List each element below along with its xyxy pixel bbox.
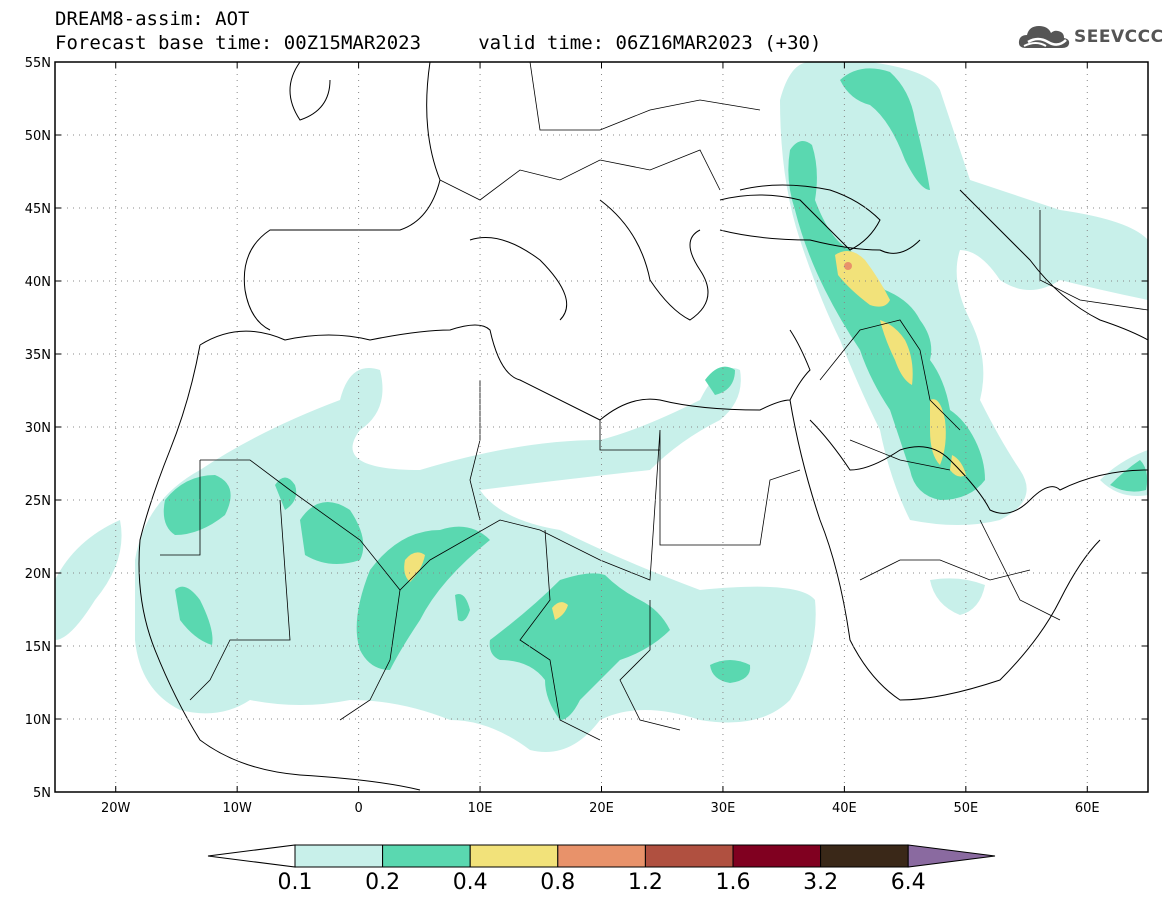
cloud-icon	[1018, 26, 1070, 48]
lat-tick-label: 35N	[25, 348, 51, 363]
logo-text: SEEVCCC	[1074, 27, 1164, 47]
lon-tick-label: 40E	[832, 801, 857, 816]
colorbar-segment	[820, 844, 909, 868]
map-title: DREAM8-assim: AOT	[55, 8, 250, 30]
lat-tick-label: 30N	[25, 421, 51, 436]
latitude-axis: 55N 50N 45N 40N 35N 30N 25N 20N 15N 10N 5N	[25, 56, 1148, 801]
colorbar-segment	[382, 844, 471, 868]
colorbar-segment	[294, 844, 384, 868]
lon-tick-label: 50E	[953, 801, 978, 816]
lon-tick-label: 60E	[1075, 801, 1100, 816]
map-field	[55, 62, 1148, 791]
colorbar-segment	[469, 844, 559, 868]
longitude-axis: 20W 10W 0 10E 20E 30E 40E 50E 60E	[101, 62, 1100, 816]
lat-tick-label: 5N	[33, 786, 51, 801]
colorbar-segment	[732, 844, 822, 868]
colorbar-label: 0.8	[540, 870, 576, 895]
lat-tick-label: 50N	[25, 129, 51, 144]
lat-tick-label: 15N	[25, 640, 51, 655]
lon-tick-label: 10E	[468, 801, 493, 816]
lon-tick-label: 30E	[711, 801, 736, 816]
lon-tick-label: 20E	[589, 801, 614, 816]
colorbar-label: 1.2	[627, 870, 663, 895]
lat-tick-label: 40N	[25, 275, 51, 290]
map-gridlines	[55, 62, 1148, 792]
forecast-time-info: Forecast base time: 00Z15MAR2023 valid t…	[55, 32, 822, 54]
colorbar-segment	[557, 844, 646, 868]
colorbar-label: 0.4	[452, 870, 488, 895]
colorbar-left-arrow	[207, 844, 296, 868]
lat-tick-label: 55N	[25, 56, 51, 71]
seevccc-logo: SEEVCCC	[1018, 22, 1164, 52]
coastlines	[138, 62, 1148, 791]
lat-tick-label: 20N	[25, 567, 51, 582]
lat-tick-label: 10N	[25, 713, 51, 728]
aot-0.8-layer	[844, 262, 852, 270]
colorbar-segment	[644, 844, 734, 868]
lon-tick-label: 10W	[222, 801, 252, 816]
colorbar-label: 1.6	[715, 870, 751, 895]
colorbar-right-arrow	[907, 844, 996, 868]
lon-tick-label: 20W	[101, 801, 131, 816]
lat-tick-label: 25N	[25, 494, 51, 509]
colorbar-label: 0.1	[277, 870, 313, 895]
colorbar	[207, 844, 996, 868]
lon-tick-label: 0	[354, 801, 362, 816]
lat-tick-label: 45N	[25, 202, 51, 217]
colorbar-label: 0.2	[365, 870, 401, 895]
colorbar-label: 6.4	[890, 870, 926, 895]
colorbar-label: 3.2	[803, 870, 839, 895]
